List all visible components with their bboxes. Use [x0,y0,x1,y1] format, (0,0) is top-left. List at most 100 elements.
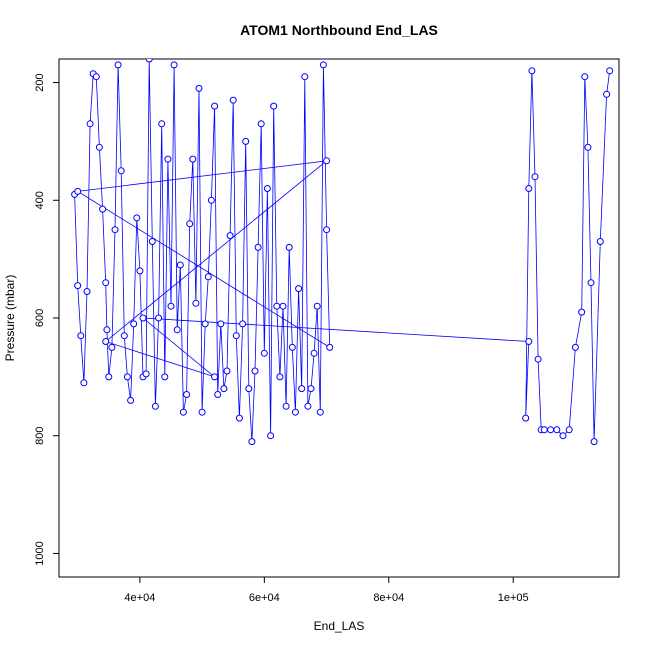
data-point-0-63 [263,185,271,192]
data-point-0-106 [590,438,598,446]
data-point-0-103 [581,73,589,81]
data-point-0-19 [127,396,135,404]
data-point-0-76 [304,402,312,410]
data-point-0-48 [217,320,225,328]
data-point-0-32 [167,302,175,310]
data-point-0-87 [211,373,219,381]
data-point-0-28 [155,314,163,322]
data-point-0-14 [111,226,119,234]
y-tick-label-4: 1000 [34,541,46,565]
data-point-0-2 [77,332,85,340]
data-point-0-60 [254,243,262,251]
data-point-0-38 [186,220,194,228]
data-point-0-79 [313,302,321,310]
data-point-0-27 [151,402,159,410]
data-point-0-77 [307,385,315,393]
data-point-0-29 [158,120,166,128]
chart-title: ATOM1 Northbound End_LAS [240,22,438,38]
data-point-0-31 [164,155,172,163]
data-point-0-15 [114,61,122,69]
data-point-0-91 [525,185,533,192]
data-point-0-96 [540,426,548,434]
data-point-0-73 [295,285,303,293]
x-tick-label-3: 1e+05 [498,592,529,604]
data-point-0-9 [99,205,107,213]
y-tick-label-1: 400 [34,191,46,209]
data-point-0-45 [207,196,215,204]
data-point-0-99 [559,432,567,440]
data-point-0-5 [86,120,94,128]
data-point-0-97 [547,426,555,434]
data-point-0-42 [198,408,206,416]
y-axis: 200 400 600 800 1000 [34,73,59,566]
x-axis-label: End_LAS [314,619,365,633]
x-axis: 4e+04 6e+04 8e+04 1e+05 [124,577,529,604]
data-point-0-80 [316,408,324,416]
x-tick-label-1: 6e+04 [249,592,280,604]
series-line-0 [74,59,611,442]
data-point-0-90 [522,414,530,422]
data-point-0-34 [173,326,181,334]
data-point-0-66 [273,302,281,310]
data-point-0-104 [584,143,592,151]
data-point-0-54 [235,414,243,422]
data-point-0-35 [176,261,184,269]
data-point-0-102 [578,308,586,316]
data-point-0-59 [251,367,259,375]
data-point-0-57 [245,385,253,393]
data-point-0-93 [531,173,539,181]
x-tick-label-2: 8e+04 [373,592,404,604]
data-point-0-40 [192,299,200,307]
data-point-0-47 [214,391,222,398]
data-point-0-74 [298,385,306,393]
data-point-0-86 [102,338,110,345]
data-point-0-30 [161,373,169,381]
data-point-0-62 [260,349,268,357]
data-point-0-58 [248,438,256,446]
data-layer [71,59,614,446]
data-point-0-39 [189,155,197,163]
data-point-0-69 [282,402,290,410]
data-point-0-55 [239,320,247,328]
x-tick-label-0: 4e+04 [124,592,155,604]
data-point-0-83 [326,343,334,351]
data-point-0-108 [603,90,611,98]
data-point-0-51 [226,232,234,240]
data-point-0-3 [80,379,88,387]
data-point-0-41 [195,84,203,92]
y-tick-label-3: 800 [34,427,46,445]
data-point-0-67 [276,373,284,381]
data-point-0-88 [139,314,147,322]
data-point-0-25 [145,59,153,63]
data-point-0-92 [528,67,536,75]
data-point-0-105 [587,279,595,287]
data-point-0-1 [74,282,82,290]
data-point-0-46 [211,102,219,110]
data-point-0-85 [323,157,331,165]
y-tick-label-0: 200 [34,73,46,91]
data-point-0-10 [102,279,110,287]
data-point-0-33 [170,61,178,69]
data-point-0-20 [130,320,138,328]
data-point-0-50 [223,367,231,375]
data-point-0-94 [534,355,542,363]
data-point-0-71 [288,343,296,351]
data-point-0-109 [606,67,614,75]
data-point-0-11 [103,326,111,334]
data-point-0-21 [133,214,141,222]
data-point-0-16 [117,167,125,175]
data-point-0-78 [310,349,318,357]
data-point-0-18 [123,373,131,381]
data-point-0-101 [571,343,579,351]
data-point-0-36 [179,408,187,416]
data-point-0-37 [183,391,191,398]
data-point-0-100 [565,426,573,434]
data-point-0-70 [285,243,293,251]
data-point-0-81 [319,61,327,69]
data-point-0-65 [270,102,278,110]
data-point-0-43 [201,320,209,328]
data-point-0-24 [142,370,150,378]
data-point-0-17 [120,332,128,340]
data-point-0-22 [136,267,144,275]
